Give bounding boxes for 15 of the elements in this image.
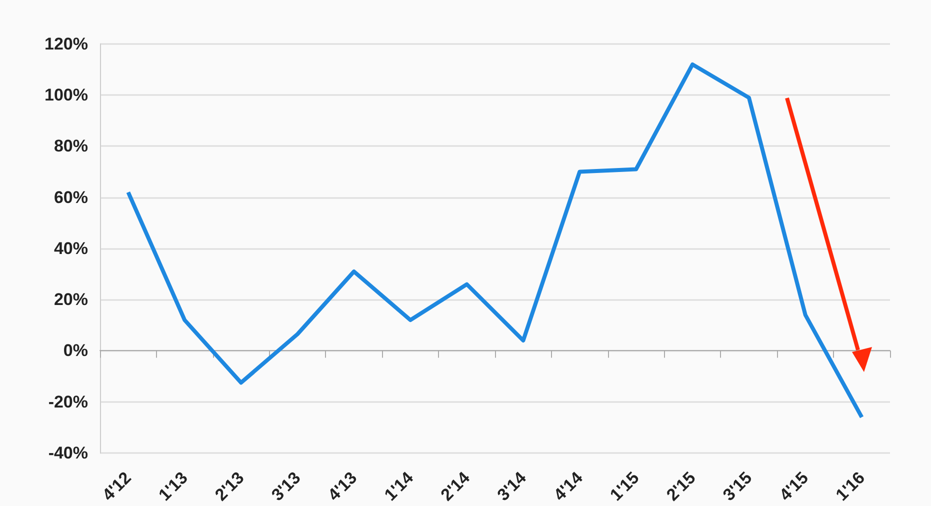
y-tick-label: -20% <box>48 392 88 412</box>
y-tick-label: 0% <box>63 341 88 360</box>
x-tick-label: 3'13 <box>268 468 304 505</box>
x-tick-label: 4'14 <box>550 468 587 505</box>
line-series <box>126 62 864 420</box>
y-tick-label: 40% <box>54 238 88 258</box>
x-tick-label: 4'12 <box>98 468 135 505</box>
y-tick-label: 20% <box>54 290 88 310</box>
y-tick-label: -40% <box>48 443 88 462</box>
y-tick-label: 100% <box>44 86 88 105</box>
y-tick-label: 60% <box>54 188 88 207</box>
x-tick-label: 4'13 <box>324 468 361 505</box>
x-tick-label: 4'15 <box>776 468 812 505</box>
y-tick-label: 80% <box>54 136 88 156</box>
y-tick-label: 120% <box>44 34 88 54</box>
